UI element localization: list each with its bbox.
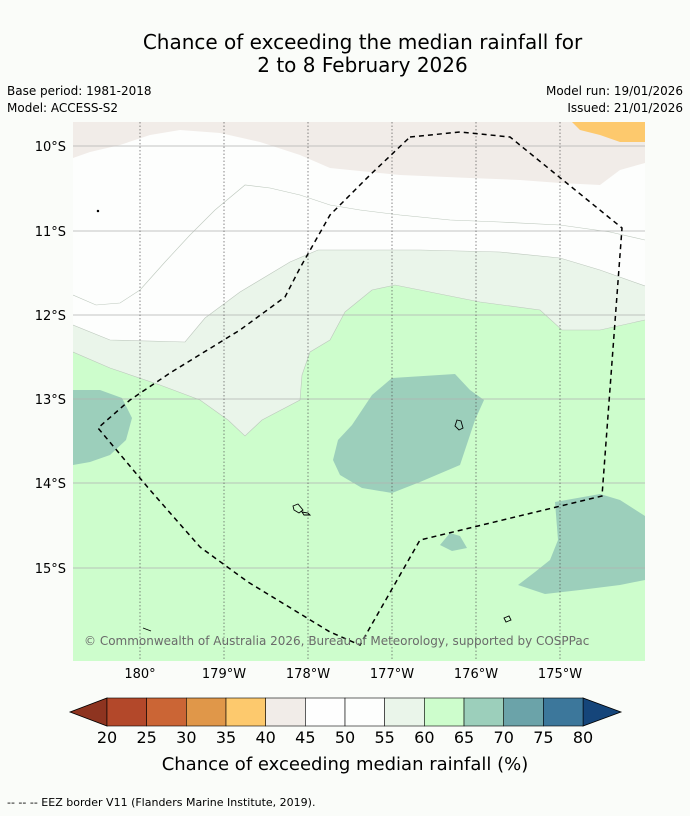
colorbar-under-arrow <box>68 697 108 727</box>
islands <box>96 209 512 632</box>
lon-label: 180° <box>124 667 155 682</box>
zone-65-70-central <box>333 374 484 493</box>
colorbar-tick-label: 20 <box>97 728 117 747</box>
colorbar-tick-label: 55 <box>375 728 395 747</box>
colorbar-tick-label: 75 <box>533 728 553 747</box>
lon-label: 178°W <box>286 667 330 682</box>
lon-gridlines <box>139 122 561 661</box>
colorbar-cell <box>384 697 425 727</box>
title-line-2: 2 to 8 February 2026 <box>257 53 468 77</box>
colorbar-cell <box>225 697 266 727</box>
model-run-text: Model run: 19/01/2026 <box>545 84 683 98</box>
lon-label: 176°W <box>454 667 498 682</box>
chart-title: Chance of exceeding the median rainfall … <box>0 31 690 77</box>
model-text: Model: ACCESS-S2 <box>7 101 119 115</box>
lat-gridlines <box>73 145 645 569</box>
colorbar-tick-label: 45 <box>295 728 315 747</box>
colorbar-tick-label: 25 <box>136 728 156 747</box>
zone-65-70-east <box>518 494 645 594</box>
base-period-text: Base period: 1981-2018 <box>7 84 152 98</box>
lat-label: 15°S <box>35 562 66 577</box>
colorbar-tick-label: 40 <box>256 728 276 747</box>
lon-label: 177°W <box>370 667 414 682</box>
meta-right: Model run: 19/01/2026 Issued: 21/01/2026 <box>546 83 683 117</box>
lat-labels: 10°S 11°S 12°S 13°S 14°S 15°S <box>35 140 66 577</box>
colorbar-tick-label: 30 <box>176 728 196 747</box>
colorbar-tick-label: 65 <box>454 728 474 747</box>
lon-label: 179°W <box>202 667 246 682</box>
zone-65-70-west <box>73 390 132 465</box>
colorbar-tick-label: 50 <box>335 728 355 747</box>
colorbar-label: Chance of exceeding median rainfall (%) <box>162 754 529 775</box>
colorbar-cell <box>543 697 584 727</box>
colorbar: 20 25 30 35 40 45 50 55 60 65 70 75 80 Chance of exc… <box>68 697 623 775</box>
eez-border <box>96 131 623 646</box>
colorbar-tick-label: 60 <box>414 728 434 747</box>
colorbar-cell <box>146 697 187 727</box>
colorbar-cell <box>106 697 147 727</box>
lat-label: 10°S <box>35 140 66 155</box>
lat-label: 14°S <box>35 477 66 492</box>
lon-labels: 180° 179°W 178°W 177°W 176°W 175°W <box>124 667 582 682</box>
lat-label: 13°S <box>35 393 66 408</box>
colorbar-cell <box>424 697 465 727</box>
map-figure: © Commonwealth of Australia 2026, Bureau… <box>35 122 645 775</box>
colorbar-cell <box>503 697 544 727</box>
lat-label: 11°S <box>35 225 66 240</box>
issued-text: Issued: 21/01/2026 <box>567 101 683 115</box>
colorbar-cell <box>186 697 227 727</box>
colorbar-cell <box>344 697 385 727</box>
meta-left: Base period: 1981-2018 Model: ACCESS-S2 <box>7 83 152 117</box>
colorbar-tick-label: 70 <box>494 728 514 747</box>
title-line-1: Chance of exceeding the median rainfall … <box>142 30 583 54</box>
colorbar-over-arrow <box>582 697 623 727</box>
colorbar-tick-label: 80 <box>573 728 593 747</box>
colorbar-tick-label: 35 <box>216 728 236 747</box>
zone-35-40 <box>572 122 645 142</box>
rainfall-map: © Commonwealth of Australia 2026, Bureau… <box>73 122 645 661</box>
zone-40-45 <box>73 122 645 185</box>
zone-65-70-small <box>440 533 467 551</box>
lon-label: 175°W <box>538 667 582 682</box>
colorbar-cell <box>463 697 504 727</box>
colorbar-cell <box>305 697 346 727</box>
copyright-text: © Commonwealth of Australia 2026, Bureau… <box>84 634 589 648</box>
colorbar-cell <box>265 697 306 727</box>
eez-legend-text: -- -- -- EEZ border V11 (Flanders Marine… <box>7 796 316 809</box>
lat-label: 12°S <box>35 309 66 324</box>
